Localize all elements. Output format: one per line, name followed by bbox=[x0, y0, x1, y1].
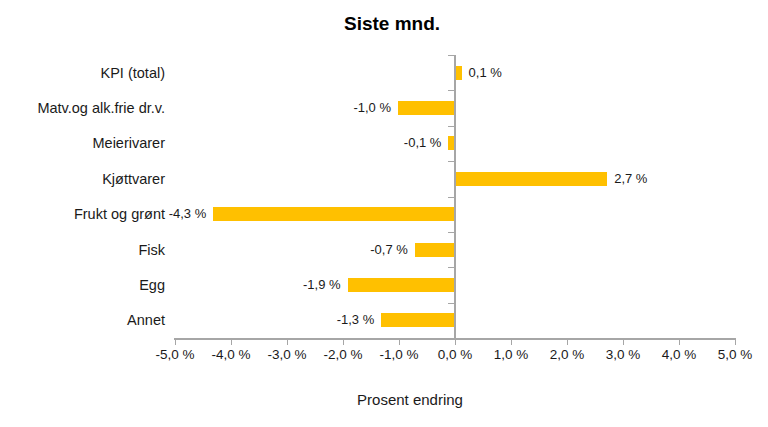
x-tick-label: 0,0 % bbox=[438, 347, 473, 362]
data-bar bbox=[415, 243, 454, 257]
category-label: KPI (total) bbox=[0, 55, 165, 90]
category-label: Fisk bbox=[0, 232, 165, 267]
bar-chart: Siste mnd. Prosent endring -5,0 % -4,0 % -… bbox=[0, 0, 768, 427]
y-axis-tick bbox=[448, 55, 454, 56]
value-label: -1,3 % bbox=[337, 312, 375, 328]
chart-title: Siste mnd. bbox=[344, 13, 440, 35]
y-axis-tick bbox=[448, 161, 454, 162]
x-axis-tick bbox=[567, 338, 568, 345]
y-axis-tick bbox=[448, 338, 454, 339]
y-axis-tick bbox=[448, 267, 454, 268]
x-axis-tick bbox=[231, 338, 232, 345]
x-tick-label: 2,0 % bbox=[550, 347, 585, 362]
category-label: Matv.og alk.frie dr.v. bbox=[0, 90, 165, 125]
x-tick-label: -5,0 % bbox=[155, 347, 194, 362]
x-axis-tick bbox=[287, 338, 288, 345]
category-label: Annet bbox=[0, 303, 165, 338]
x-axis-tick bbox=[343, 338, 344, 345]
data-bar bbox=[456, 172, 607, 186]
value-label: -0,7 % bbox=[370, 242, 408, 258]
y-axis-tick bbox=[448, 126, 454, 127]
x-tick-label: -4,0 % bbox=[211, 347, 250, 362]
x-axis-title: Prosent endring bbox=[357, 391, 463, 408]
x-axis-tick bbox=[679, 338, 680, 345]
x-tick-label: -1,0 % bbox=[379, 347, 418, 362]
category-label: Egg bbox=[0, 267, 165, 302]
value-label: -4,3 % bbox=[169, 206, 207, 222]
value-label: 0,1 % bbox=[469, 65, 502, 81]
x-tick-label: 3,0 % bbox=[606, 347, 641, 362]
data-bar bbox=[456, 66, 462, 80]
x-axis-tick bbox=[399, 338, 400, 345]
category-label: Meierivarer bbox=[0, 126, 165, 161]
data-bar bbox=[398, 101, 454, 115]
y-axis-tick bbox=[448, 197, 454, 198]
x-axis-tick bbox=[735, 338, 736, 345]
x-tick-label: 1,0 % bbox=[494, 347, 529, 362]
x-axis-tick bbox=[175, 338, 176, 345]
x-tick-label: 5,0 % bbox=[718, 347, 753, 362]
x-tick-label: -3,0 % bbox=[267, 347, 306, 362]
category-label: Kjøttvarer bbox=[0, 161, 165, 196]
x-tick-label: -2,0 % bbox=[323, 347, 362, 362]
data-bar bbox=[213, 207, 454, 221]
value-label: 2,7 % bbox=[614, 171, 647, 187]
y-axis-line bbox=[454, 55, 456, 340]
y-axis-tick bbox=[448, 90, 454, 91]
value-label: -1,0 % bbox=[353, 100, 391, 116]
y-axis-tick bbox=[448, 232, 454, 233]
y-axis-tick bbox=[448, 303, 454, 304]
x-axis-tick bbox=[623, 338, 624, 345]
category-label: Frukt og grønt bbox=[0, 197, 165, 232]
value-label: -1,9 % bbox=[303, 277, 341, 293]
data-bar bbox=[348, 278, 454, 292]
x-tick-label: 4,0 % bbox=[662, 347, 697, 362]
x-axis-tick bbox=[511, 338, 512, 345]
data-bar bbox=[448, 136, 454, 150]
data-bar bbox=[381, 313, 454, 327]
value-label: -0,1 % bbox=[404, 135, 442, 151]
